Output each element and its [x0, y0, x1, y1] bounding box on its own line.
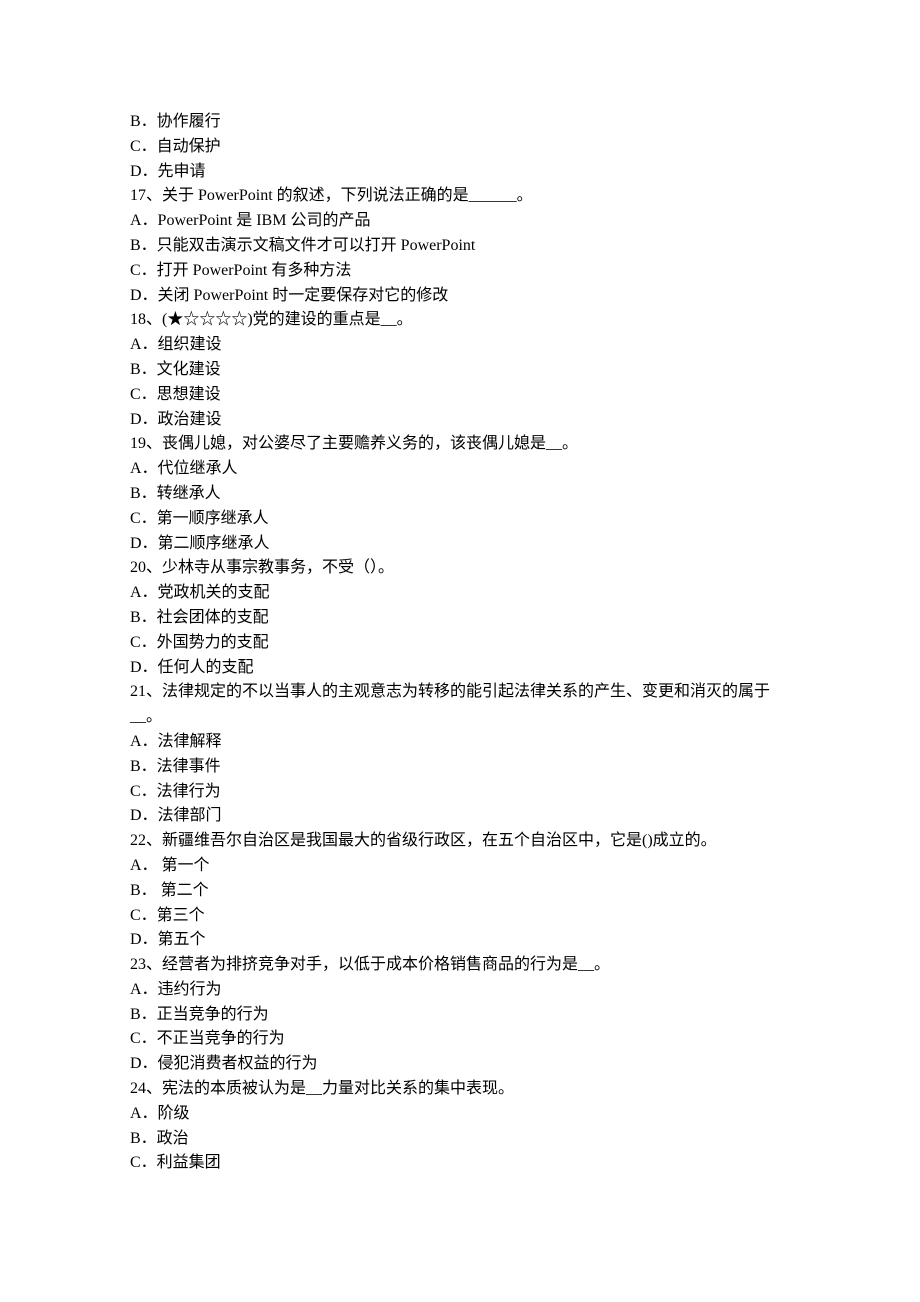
text-line: C．第一顺序继承人 — [130, 507, 790, 532]
text-line: A．PowerPoint 是 IBM 公司的产品 — [130, 209, 790, 234]
text-line: D．关闭 PowerPoint 时一定要保存对它的修改 — [130, 284, 790, 309]
text-line: A．法律解释 — [130, 730, 790, 755]
text-line: 24、宪法的本质被认为是__力量对比关系的集中表现。 — [130, 1077, 790, 1102]
text-line: B．转继承人 — [130, 482, 790, 507]
text-line: B．只能双击演示文稿文件才可以打开 PowerPoint — [130, 234, 790, 259]
text-line: B．文化建设 — [130, 358, 790, 383]
text-line: A．违约行为 — [130, 978, 790, 1003]
text-line: 21、法律规定的不以当事人的主观意志为转移的能引起法律关系的产生、变更和消灭的属… — [130, 680, 790, 730]
text-line: D．侵犯消费者权益的行为 — [130, 1052, 790, 1077]
text-line: C．不正当竞争的行为 — [130, 1027, 790, 1052]
text-line: 22、新疆维吾尔自治区是我国最大的省级行政区，在五个自治区中，它是()成立的。 — [130, 829, 790, 854]
text-line: C．自动保护 — [130, 135, 790, 160]
text-line: 20、少林寺从事宗教事务，不受（）。 — [130, 556, 790, 581]
text-line: 17、关于 PowerPoint 的叙述，下列说法正确的是______。 — [130, 184, 790, 209]
text-line: B．政治 — [130, 1127, 790, 1152]
text-line: A． 第一个 — [130, 854, 790, 879]
text-line: A．党政机关的支配 — [130, 581, 790, 606]
text-line: A．代位继承人 — [130, 457, 790, 482]
text-line: 19、丧偶儿媳，对公婆尽了主要赡养义务的，该丧偶儿媳是__。 — [130, 432, 790, 457]
text-line: C．思想建设 — [130, 383, 790, 408]
text-line: C．打开 PowerPoint 有多种方法 — [130, 259, 790, 284]
document-page: B．协作履行C．自动保护D．先申请17、关于 PowerPoint 的叙述，下列… — [0, 0, 920, 1296]
text-line: C．利益集团 — [130, 1151, 790, 1176]
text-line: B．正当竞争的行为 — [130, 1003, 790, 1028]
text-line: B．社会团体的支配 — [130, 606, 790, 631]
text-line: 23、经营者为排挤竞争对手，以低于成本价格销售商品的行为是__。 — [130, 953, 790, 978]
text-line: D．先申请 — [130, 160, 790, 185]
text-line: 18、(★☆☆☆☆)党的建设的重点是__。 — [130, 308, 790, 333]
text-line: B．协作履行 — [130, 110, 790, 135]
text-line: C．外国势力的支配 — [130, 631, 790, 656]
text-line: C．法律行为 — [130, 780, 790, 805]
text-line: D．任何人的支配 — [130, 656, 790, 681]
text-line: D．第二顺序继承人 — [130, 532, 790, 557]
text-line: A．组织建设 — [130, 333, 790, 358]
text-line: D．法律部门 — [130, 804, 790, 829]
text-line: A．阶级 — [130, 1102, 790, 1127]
text-line: B．法律事件 — [130, 755, 790, 780]
text-line: D．第五个 — [130, 928, 790, 953]
text-line: B． 第二个 — [130, 879, 790, 904]
text-line: D．政治建设 — [130, 408, 790, 433]
text-line: C．第三个 — [130, 904, 790, 929]
